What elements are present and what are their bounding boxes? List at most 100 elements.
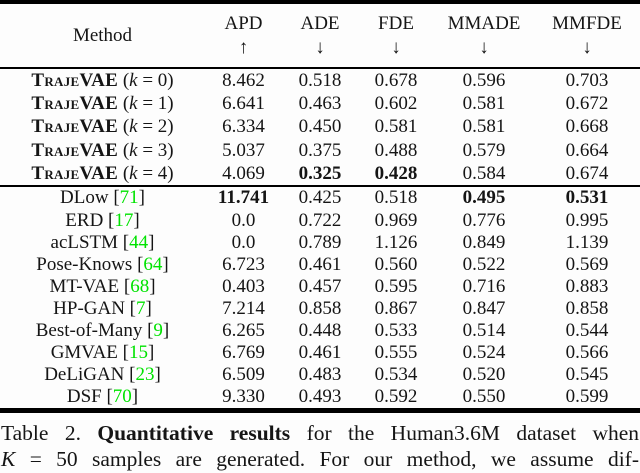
- value-cell: 0.722: [298, 209, 342, 231]
- table-section-baselines: DLow [71] 11.741 0.425 0.518 0.495 0.531 ERD […: [0, 186, 640, 410]
- math-var-k: k: [129, 93, 138, 115]
- value-cell: 0.716: [462, 275, 506, 297]
- method-cell: GMVAE [15]: [50, 342, 155, 364]
- value-cell: 0.461: [298, 342, 342, 364]
- method-cell: ERD [17]: [65, 209, 140, 231]
- header-row: Method APD ↑ ADE ↓ FDE ↓ MMADE ↓ MMFDE ↓: [0, 2, 640, 68]
- citation-link[interactable]: 17: [114, 209, 134, 231]
- value-cell: 0.403: [222, 275, 265, 297]
- value-cell: 0.664: [565, 139, 609, 161]
- value-cell: 7.214: [222, 297, 265, 319]
- column-label: ADE: [300, 13, 340, 34]
- math-var-k: k: [129, 139, 138, 161]
- table-header: Method APD ↑ ADE ↓ FDE ↓ MMADE ↓ MMFDE ↓: [0, 2, 640, 68]
- value-cell: 5.037: [222, 139, 265, 161]
- method-cell: TrajeVAE (k = 4): [31, 162, 174, 184]
- citation-link[interactable]: 9: [153, 320, 163, 342]
- table-row: TrajeVAE (k = 1) 6.641 0.463 0.602 0.581 0.67…: [0, 92, 640, 115]
- table-row: TrajeVAE (k = 4) 4.069 0.325 0.428 0.584 0.67…: [0, 162, 640, 186]
- table-row: TrajeVAE (k = 0) 8.462 0.518 0.678 0.596 0.70…: [0, 68, 640, 92]
- caption-text: for the Human3.6M dataset when: [306, 420, 640, 445]
- value-cell: 0.789: [298, 231, 342, 253]
- up-arrow-icon: ↑: [238, 37, 249, 58]
- value-cell: 0.599: [565, 386, 609, 408]
- value-cell: 0.488: [374, 139, 418, 161]
- down-arrow-icon: ↓: [315, 37, 325, 58]
- table-row: DLow [71] 11.741 0.425 0.518 0.495 0.531: [0, 186, 640, 209]
- method-cell: Pose-Knows [64]: [36, 253, 169, 275]
- value-cell: 0.483: [298, 364, 342, 386]
- method-cell: HP-GAN [7]: [53, 297, 152, 319]
- citation-link[interactable]: 68: [130, 275, 150, 297]
- method-cell: DeLiGAN [23]: [44, 364, 161, 386]
- value-cell: 0.518: [298, 70, 342, 92]
- value-cell: 0.531: [565, 187, 609, 209]
- value-cell: 0.595: [374, 275, 418, 297]
- column-label: FDE: [378, 13, 414, 34]
- value-cell: 0.534: [374, 364, 418, 386]
- value-cell: 6.769: [222, 342, 265, 364]
- value-cell: 0.425: [298, 187, 342, 209]
- math-var-k: k: [129, 116, 138, 138]
- table-caption: Table 2. Quantitative results for the Hu…: [0, 420, 640, 473]
- column-header-mmfde: MMFDE ↓: [534, 2, 640, 68]
- value-cell: 0.545: [565, 364, 609, 386]
- value-cell: 0.858: [298, 297, 342, 319]
- citation-link[interactable]: 44: [129, 231, 149, 253]
- value-cell: 0.325: [298, 162, 342, 184]
- method-name: TrajeVAE: [31, 93, 119, 115]
- value-cell: 0.867: [374, 297, 418, 319]
- value-cell: 0.428: [374, 162, 418, 184]
- down-arrow-icon: ↓: [582, 37, 592, 58]
- value-cell: 0.463: [298, 93, 342, 115]
- table-row: TrajeVAE (k = 2) 6.334 0.450 0.581 0.581 0.66…: [0, 115, 640, 138]
- value-cell: 0.461: [298, 253, 342, 275]
- value-cell: 6.509: [222, 364, 265, 386]
- value-cell: 0.0: [231, 209, 256, 231]
- method-cell: DLow [71]: [60, 187, 145, 209]
- value-cell: 0.524: [462, 342, 506, 364]
- value-cell: 0.678: [374, 70, 418, 92]
- value-cell: 0.592: [374, 386, 418, 408]
- column-header-ade: ADE ↓: [282, 2, 358, 68]
- value-cell: 0.883: [565, 275, 609, 297]
- citation-link[interactable]: 71: [119, 187, 139, 209]
- value-cell: 0.674: [565, 162, 609, 184]
- down-arrow-icon: ↓: [391, 37, 401, 58]
- value-cell: 0.596: [462, 70, 506, 92]
- value-cell: 0.858: [565, 297, 609, 319]
- value-cell: 0.584: [462, 162, 506, 184]
- method-cell: TrajeVAE (k = 1): [31, 93, 174, 115]
- value-cell: 1.126: [374, 231, 418, 253]
- value-cell: 0.520: [462, 364, 506, 386]
- value-cell: 0.849: [462, 231, 506, 253]
- column-label: MMADE: [447, 13, 521, 34]
- column-header-fde: FDE ↓: [358, 2, 434, 68]
- math-var-K: K: [1, 447, 16, 472]
- caption-line-1: Table 2. Quantitative results for the Hu…: [1, 420, 639, 447]
- citation-link[interactable]: 70: [112, 386, 132, 408]
- citation-link[interactable]: 15: [128, 342, 148, 364]
- value-cell: 0.375: [298, 139, 342, 161]
- value-cell: 0.493: [298, 386, 342, 408]
- citation-link[interactable]: 7: [136, 297, 146, 319]
- caption-text: = 50 samples are generated. For our meth…: [29, 447, 639, 472]
- value-cell: 0.550: [462, 386, 506, 408]
- table-row: TrajeVAE (k = 3) 5.037 0.375 0.488 0.579 0.66…: [0, 139, 640, 162]
- citation-link[interactable]: 64: [143, 253, 163, 275]
- method-name: TrajeVAE: [31, 162, 119, 184]
- citation-link[interactable]: 23: [135, 364, 155, 386]
- value-cell: 0.847: [462, 297, 506, 319]
- value-cell: 0.602: [374, 93, 418, 115]
- value-cell: 6.723: [222, 253, 265, 275]
- value-cell: 0.969: [374, 209, 418, 231]
- method-name: TrajeVAE: [31, 116, 119, 138]
- results-table: Method APD ↑ ADE ↓ FDE ↓ MMADE ↓ MMFDE ↓: [0, 0, 640, 413]
- value-cell: 0.672: [565, 93, 609, 115]
- column-header-apd: APD ↑: [205, 2, 282, 68]
- table-section-ours: TrajeVAE (k = 0) 8.462 0.518 0.678 0.596 0.70…: [0, 68, 640, 186]
- column-label: APD: [224, 13, 263, 34]
- method-cell: TrajeVAE (k = 2): [31, 116, 174, 138]
- method-cell: DSF [70]: [66, 386, 139, 408]
- method-cell: MT-VAE [68]: [49, 275, 156, 297]
